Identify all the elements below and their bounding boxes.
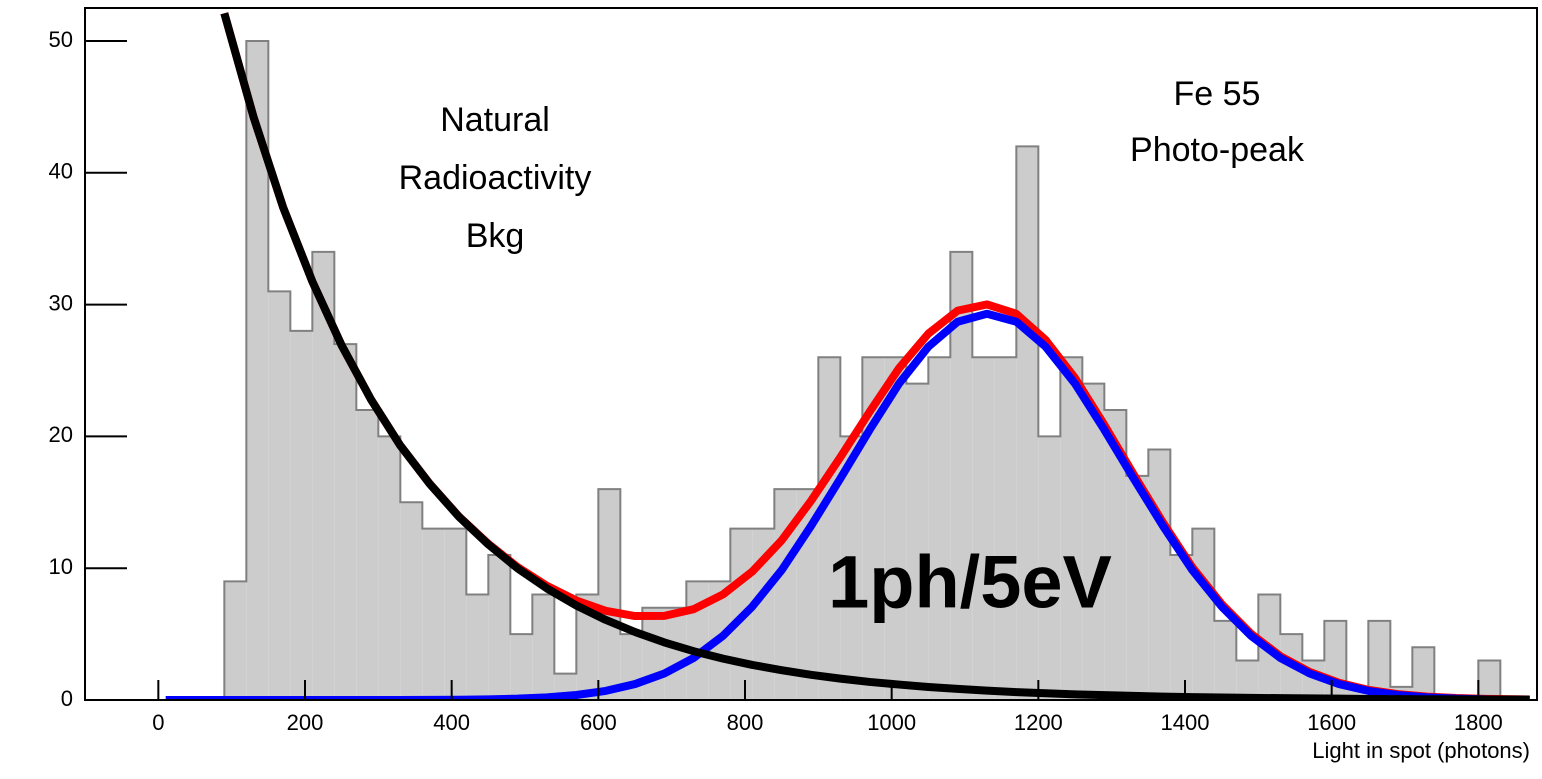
frame <box>84 7 1538 701</box>
annotation: Bkg <box>466 217 525 255</box>
y-tick-label: 40 <box>49 159 73 184</box>
histogram-bar <box>598 489 621 700</box>
histogram-bar <box>928 357 951 700</box>
histogram-bar <box>1038 436 1061 700</box>
histogram-bar <box>1082 383 1105 700</box>
y-tick-label: 50 <box>49 27 73 52</box>
y-tick-label: 20 <box>49 422 73 447</box>
histogram-outline <box>223 39 1523 700</box>
histogram-bar <box>664 607 687 700</box>
histogram-bar <box>1170 555 1193 700</box>
histogram-bar <box>642 607 665 700</box>
x-tick-label: 0 <box>152 710 164 735</box>
x-tick-label: 800 <box>727 710 764 735</box>
x-tick-label: 1200 <box>1014 710 1063 735</box>
x-tick-label: 200 <box>287 710 324 735</box>
histogram-bar <box>224 581 247 700</box>
annotation: Fe 55 <box>1174 75 1261 113</box>
annotation: Photo-peak <box>1130 131 1305 169</box>
histogram-bar <box>752 528 775 700</box>
fit-curve <box>165 309 1530 700</box>
plot-area <box>165 12 1530 700</box>
histogram-bar <box>1148 449 1171 700</box>
histogram-bar <box>334 344 357 700</box>
histogram-bar <box>268 291 291 700</box>
x-tick-label: 1600 <box>1307 710 1356 735</box>
y-tick-label: 30 <box>49 290 73 315</box>
histogram-bar <box>1192 528 1215 700</box>
histogram-bar <box>906 383 929 700</box>
histogram-bar <box>840 436 863 700</box>
histogram-bar <box>1478 660 1501 700</box>
histogram-bar <box>532 594 555 700</box>
histogram-bar <box>1214 620 1237 700</box>
histogram-bar <box>378 436 401 700</box>
annotation: Natural <box>440 101 550 139</box>
histogram-bar <box>1016 146 1039 700</box>
histogram-bar <box>1236 660 1259 700</box>
histogram-bar <box>994 357 1017 700</box>
histogram-bar <box>422 528 445 700</box>
histogram-bar <box>488 555 511 700</box>
histogram-bar <box>356 410 379 700</box>
annotation: 1ph/5eV <box>828 541 1112 624</box>
histogram-bar <box>312 251 335 700</box>
histogram-bar <box>466 594 489 700</box>
histogram-bar <box>1060 357 1083 700</box>
histogram-bar <box>246 40 269 700</box>
histogram-bar <box>950 251 973 700</box>
annotation: Radioactivity <box>399 159 592 197</box>
histogram-bar <box>576 594 599 700</box>
y-tick-label: 0 <box>61 686 73 711</box>
x-tick-label: 400 <box>433 710 470 735</box>
histogram-bar <box>1104 410 1127 700</box>
x-tick-label: 600 <box>580 710 617 735</box>
histogram-bar <box>972 357 995 700</box>
histogram-bar <box>1412 647 1435 700</box>
fit-curve <box>220 12 1530 700</box>
histogram-bar <box>862 357 885 700</box>
y-tick-label: 10 <box>49 554 73 579</box>
x-tick-label: 1000 <box>867 710 916 735</box>
x-axis-label: Light in spot (photons) <box>1312 738 1530 763</box>
x-tick-label: 1400 <box>1161 710 1210 735</box>
histogram-bar <box>1368 620 1391 700</box>
histogram-bar <box>290 330 313 700</box>
histogram-bar <box>884 357 907 700</box>
histogram-bar <box>510 634 533 700</box>
histogram-bar <box>400 502 423 700</box>
histogram-bar <box>1126 475 1149 700</box>
histogram-bar <box>818 357 841 700</box>
x-tick-label: 1800 <box>1454 710 1503 735</box>
histogram-bar <box>444 528 467 700</box>
